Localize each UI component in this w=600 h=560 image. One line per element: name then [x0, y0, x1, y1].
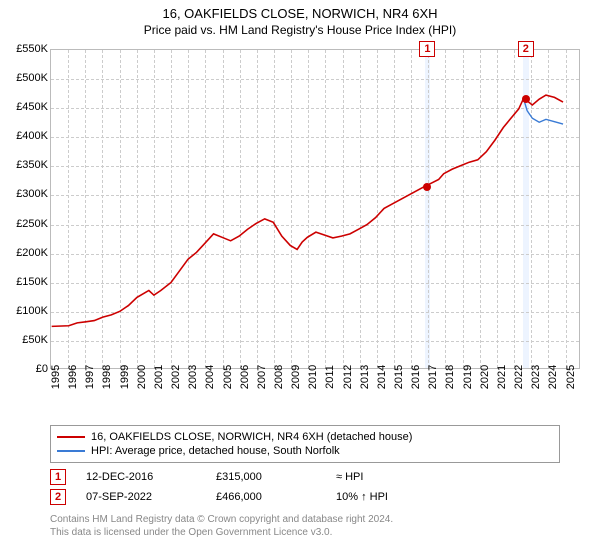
- x-axis-label: 1998: [101, 365, 113, 389]
- x-axis-label: 2009: [290, 365, 302, 389]
- x-axis-label: 2011: [324, 365, 336, 389]
- x-axis-label: 1995: [50, 365, 62, 389]
- x-axis-label: 1999: [119, 365, 131, 389]
- x-axis-label: 2017: [427, 365, 439, 389]
- x-axis-label: 2006: [239, 365, 251, 389]
- y-axis-label: £0: [8, 363, 48, 375]
- x-axis-label: 2013: [359, 365, 371, 389]
- event-dot-2: [522, 95, 530, 103]
- event-note: ≈ HPI: [336, 471, 363, 483]
- event-table: 1 12-DEC-2016 £315,000 ≈ HPI 2 07-SEP-2022 £46…: [50, 467, 560, 507]
- legend-row-1: HPI: Average price, detached house, Sout…: [57, 444, 553, 458]
- x-axis-label: 2021: [496, 365, 508, 389]
- legend-label: HPI: Average price, detached house, Sout…: [91, 445, 340, 457]
- x-axis-label: 2014: [376, 365, 388, 389]
- event-row-1: 1 12-DEC-2016 £315,000 ≈ HPI: [50, 467, 560, 487]
- plot-area: 12: [50, 49, 580, 369]
- x-axis-label: 2010: [307, 365, 319, 389]
- y-axis-label: £250K: [8, 218, 48, 230]
- x-axis-label: 2024: [547, 365, 559, 389]
- x-axis-label: 2020: [479, 365, 491, 389]
- event-date: 07-SEP-2022: [86, 491, 196, 503]
- legend-swatch: [57, 436, 85, 438]
- x-axis-label: 2000: [136, 365, 148, 389]
- series-svg: [51, 50, 579, 368]
- x-axis-label: 2023: [530, 365, 542, 389]
- x-axis-label: 2016: [410, 365, 422, 389]
- x-axis-label: 2019: [462, 365, 474, 389]
- x-axis-label: 2007: [256, 365, 268, 389]
- event-num: 1: [50, 469, 66, 485]
- y-axis-label: £550K: [8, 43, 48, 55]
- x-axis-label: 2005: [222, 365, 234, 389]
- x-axis-label: 1997: [84, 365, 96, 389]
- event-marker-1: 1: [419, 41, 435, 57]
- series-line-0: [52, 95, 563, 326]
- x-axis-label: 2003: [187, 365, 199, 389]
- event-row-2: 2 07-SEP-2022 £466,000 10% ↑ HPI: [50, 487, 560, 507]
- y-axis-label: £50K: [8, 334, 48, 346]
- x-axis-label: 2002: [170, 365, 182, 389]
- x-axis-label: 2018: [444, 365, 456, 389]
- event-note: 10% ↑ HPI: [336, 491, 388, 503]
- legend: 16, OAKFIELDS CLOSE, NORWICH, NR4 6XH (d…: [50, 425, 560, 463]
- legend-swatch: [57, 450, 85, 452]
- event-price: £315,000: [216, 471, 316, 483]
- event-dot-1: [423, 183, 431, 191]
- legend-row-0: 16, OAKFIELDS CLOSE, NORWICH, NR4 6XH (d…: [57, 430, 553, 444]
- y-axis-label: £450K: [8, 101, 48, 113]
- legend-label: 16, OAKFIELDS CLOSE, NORWICH, NR4 6XH (d…: [91, 431, 412, 443]
- x-axis-label: 2022: [513, 365, 525, 389]
- event-marker-2: 2: [518, 41, 534, 57]
- x-axis-label: 2015: [393, 365, 405, 389]
- y-axis-label: £500K: [8, 72, 48, 84]
- y-axis-label: £150K: [8, 276, 48, 288]
- event-date: 12-DEC-2016: [86, 471, 196, 483]
- chart-title: 16, OAKFIELDS CLOSE, NORWICH, NR4 6XH: [0, 6, 600, 21]
- footer-line-1: Contains HM Land Registry data © Crown c…: [50, 513, 560, 526]
- y-axis-label: £100K: [8, 305, 48, 317]
- chart-area: 12£0£50K£100K£150K£200K£250K£300K£350K£4…: [0, 39, 600, 419]
- footer-line-2: This data is licensed under the Open Gov…: [50, 526, 560, 539]
- title-block: 16, OAKFIELDS CLOSE, NORWICH, NR4 6XH Pr…: [0, 0, 600, 39]
- event-price: £466,000: [216, 491, 316, 503]
- footer: Contains HM Land Registry data © Crown c…: [50, 513, 560, 539]
- y-axis-label: £200K: [8, 247, 48, 259]
- y-axis-label: £300K: [8, 188, 48, 200]
- x-axis-label: 2012: [342, 365, 354, 389]
- x-axis-label: 2025: [565, 365, 577, 389]
- y-axis-label: £350K: [8, 159, 48, 171]
- x-axis-label: 2004: [204, 365, 216, 389]
- x-axis-label: 2008: [273, 365, 285, 389]
- chart-subtitle: Price paid vs. HM Land Registry's House …: [0, 23, 600, 37]
- x-axis-label: 1996: [67, 365, 79, 389]
- event-num: 2: [50, 489, 66, 505]
- y-axis-label: £400K: [8, 130, 48, 142]
- x-axis-label: 2001: [153, 365, 165, 389]
